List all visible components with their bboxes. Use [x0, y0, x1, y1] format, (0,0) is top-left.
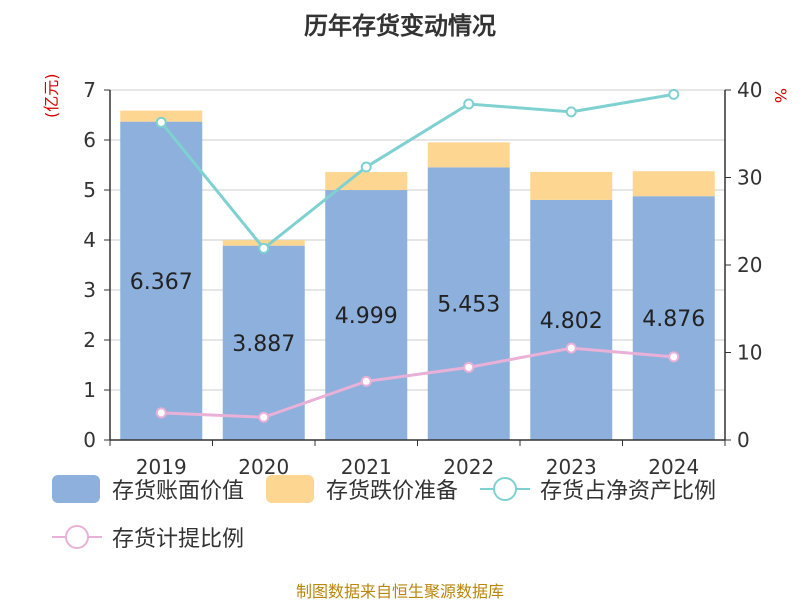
provision-ratio-point	[360, 375, 372, 387]
bar-data-label: 4.802	[540, 309, 603, 334]
provision-ratio-line	[161, 346, 674, 419]
left-axis-tick-label: 2	[83, 328, 96, 352]
legend-item-impairment[interactable]: 存货跌价准备	[266, 474, 458, 504]
legend: 存货账面价值 存货跌价准备 存货占净资产比例 存货计提比例	[52, 474, 792, 570]
x-axis-tick-label: 2021	[341, 455, 392, 479]
net-assets-ratio-line	[160, 92, 675, 251]
x-axis-tick-label: 2024	[648, 455, 699, 479]
legend-swatch-net-assets-ratio	[480, 477, 531, 501]
bar-data-label: 6.367	[130, 270, 193, 295]
provision-ratio-point	[668, 351, 680, 363]
net-assets-ratio-point	[155, 116, 167, 128]
left-axis-tick-label: 1	[83, 378, 96, 402]
bar-data-label: 4.876	[642, 307, 705, 332]
left-axis-tick-label: 4	[83, 228, 96, 252]
provision-ratio-point	[565, 342, 577, 354]
bar-book-value	[120, 121, 203, 441]
data-source-note: 制图数据来自恒生聚源数据库	[295, 582, 504, 601]
provision-ratio-point	[258, 411, 270, 423]
net-assets-ratio-point	[463, 98, 475, 110]
x-axis-tick-label: 2019	[136, 455, 187, 479]
legend-swatch-book-value	[52, 475, 100, 503]
right-axis-tick-label: 20	[737, 253, 762, 277]
left-axis-tick-label: 6	[83, 128, 96, 152]
legend-item-book-value[interactable]: 存货账面价值	[52, 474, 244, 504]
right-axis-tick-label: 10	[737, 341, 762, 365]
bar-book-value	[632, 196, 715, 440]
x-axis-tick-label: 2023	[546, 455, 597, 479]
bar-data-label: 5.453	[437, 293, 500, 318]
bar-book-value	[427, 167, 510, 440]
chart-title: 历年存货变动情况	[304, 12, 496, 40]
left-axis-tick-label: 5	[83, 178, 96, 202]
legend-label-net-assets-ratio: 存货占净资产比例	[540, 479, 717, 504]
provision-ratio-point	[155, 407, 167, 419]
legend-swatch-provision-ratio	[52, 525, 102, 549]
bar-impairment	[632, 171, 715, 197]
bar-book-value	[325, 190, 408, 440]
bar-impairment	[325, 172, 408, 191]
legend-swatch-impairment	[266, 475, 315, 503]
provision-ratio-point	[463, 361, 475, 373]
bar-book-value	[530, 199, 613, 440]
bar-impairment	[120, 110, 203, 122]
legend-item-provision-ratio[interactable]: 存货计提比例	[52, 522, 244, 552]
legend-label-provision-ratio: 存货计提比例	[112, 527, 245, 552]
right-axis-tick-label: 30	[737, 166, 762, 190]
legend-label-book-value: 存货账面价值	[112, 479, 245, 504]
right-axis-tick-label: 40	[737, 78, 762, 102]
net-assets-ratio-point	[668, 88, 680, 100]
bar-impairment	[427, 142, 510, 168]
bar-data-label: 3.887	[232, 332, 295, 357]
legend-item-net-assets-ratio[interactable]: 存货占净资产比例	[480, 474, 716, 504]
left-axis-tick-label: 0	[83, 428, 96, 452]
left-axis-tick-label: 7	[83, 78, 96, 102]
net-assets-ratio-point	[258, 242, 270, 254]
legend-label-impairment: 存货跌价准备	[326, 479, 459, 504]
left-axis-tick-label: 3	[83, 278, 96, 302]
bar-data-label: 4.999	[335, 304, 398, 329]
bar-impairment	[530, 171, 613, 200]
x-axis-tick-label: 2022	[443, 455, 494, 479]
net-assets-ratio-point	[565, 106, 577, 118]
net-assets-ratio-point	[360, 161, 372, 173]
right-axis-tick-label: 0	[737, 428, 750, 452]
